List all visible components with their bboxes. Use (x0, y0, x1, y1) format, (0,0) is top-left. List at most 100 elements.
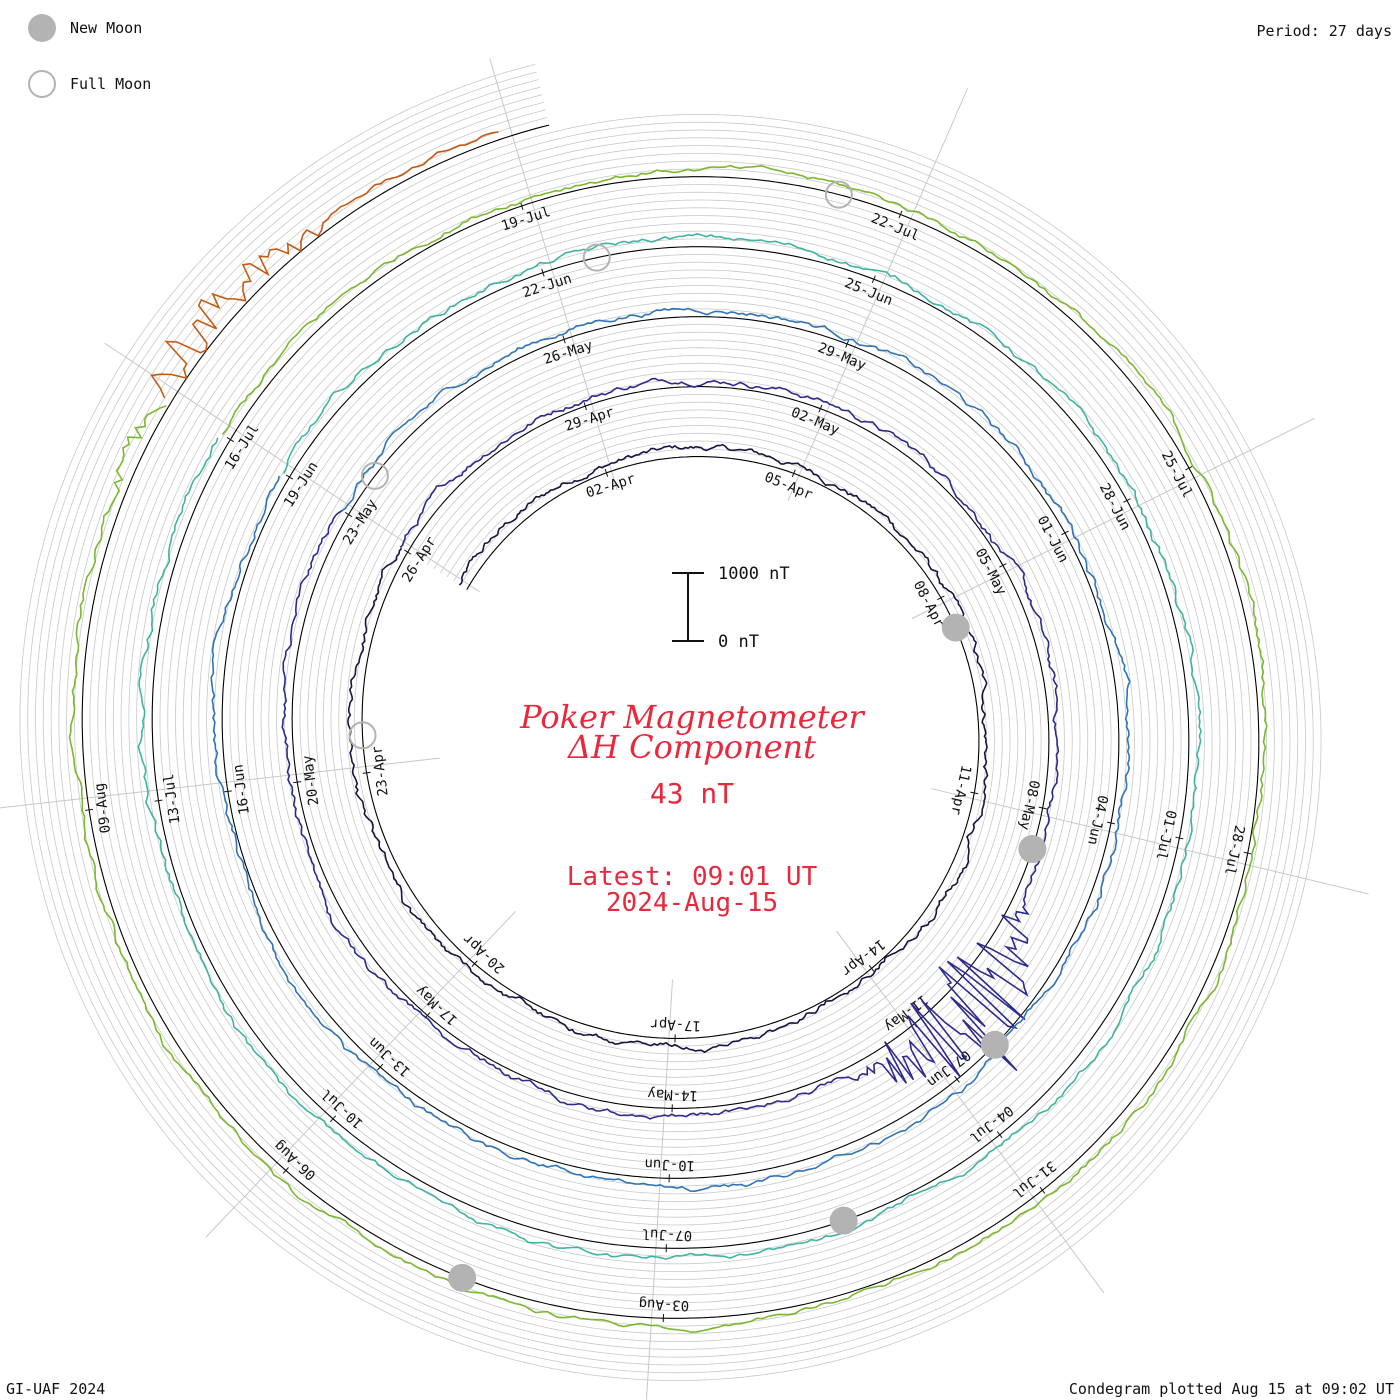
new-moon-marker (1018, 835, 1047, 864)
new-moon-marker (448, 1263, 477, 1292)
date-label: 01-Jun (1034, 513, 1072, 565)
date-label: 20-May (300, 754, 323, 806)
footer-credit: GI-UAF 2024 (6, 1380, 106, 1398)
grid-spiral (58, 101, 1283, 1342)
date-label: 09-Aug (92, 782, 115, 834)
series-line (347, 443, 989, 1054)
new-moon-marker (829, 1206, 858, 1235)
scale-top-label: 1000 nT (718, 564, 790, 584)
date-tick (226, 437, 235, 443)
grid-spoke (911, 417, 1315, 620)
date-tick (282, 1167, 289, 1174)
date-tick (541, 268, 545, 277)
date-label: 03-Aug (638, 1295, 689, 1313)
grid-spiral (27, 71, 1314, 1374)
date-tick (154, 799, 163, 802)
full-moon-marker (360, 461, 389, 490)
date-label: 11-Apr (947, 763, 973, 816)
grid-spiral (19, 64, 1322, 1381)
date-tick (1123, 498, 1131, 503)
date-tick (285, 474, 294, 480)
date-label: 17-Apr (650, 1015, 701, 1033)
date-tick (1038, 806, 1047, 810)
date-tick (329, 1115, 337, 1123)
date-tick (404, 549, 412, 555)
date-label: 06-Aug (271, 1137, 319, 1183)
date-label: 26-May (542, 337, 595, 368)
moon-markers (348, 180, 1047, 1292)
date-tick (868, 964, 875, 972)
date-tick (937, 595, 945, 601)
series-line (150, 131, 499, 399)
date-label: 22-Jul (869, 210, 922, 244)
grid-spoke (489, 58, 618, 491)
date-label: 17-May (413, 982, 461, 1028)
grid-spoke (104, 342, 480, 593)
date-tick (377, 1063, 384, 1071)
full-moon-marker (824, 180, 853, 209)
date-tick (791, 469, 796, 478)
series-line (137, 232, 1202, 1260)
date-label: 28-Jun (1096, 481, 1134, 533)
date-tick (293, 781, 302, 784)
date-label: 02-Apr (584, 471, 637, 502)
chart-subtitle: ΔH Component (566, 728, 816, 766)
date-label: 25-Jun (842, 275, 895, 309)
date-tick (583, 402, 587, 411)
scale-bottom-label: 0 nT (718, 632, 759, 652)
chart-title: Poker Magnetometer (519, 698, 865, 736)
date-label: 07-Jul (641, 1225, 692, 1243)
series-line (281, 377, 1060, 1120)
full-moon-marker (582, 243, 611, 272)
date-tick (898, 210, 903, 219)
date-tick (362, 771, 371, 774)
date-tick (871, 275, 876, 284)
date-label: 23-Apr (369, 745, 392, 797)
date-tick (1061, 530, 1069, 536)
date-tick (818, 404, 823, 413)
date-tick (85, 808, 94, 811)
grid-spiral (35, 79, 1306, 1366)
data-series (68, 131, 1268, 1333)
date-tick (1175, 836, 1184, 840)
new-moon-marker (980, 1030, 1009, 1059)
date-label: 20-Apr (460, 930, 508, 976)
date-label: 13-Jun (366, 1034, 414, 1080)
date-tick (1185, 465, 1193, 471)
date-tick (223, 790, 232, 793)
grid-spokes (0, 58, 1369, 1400)
grid-spoke (787, 88, 969, 502)
date-label: 29-Apr (563, 404, 616, 435)
grid-spoke (205, 910, 517, 1238)
full-moon-label: Full Moon (70, 75, 152, 93)
date-label: 14-May (647, 1085, 698, 1103)
grid-spoke (0, 757, 440, 809)
date-label: 16-Jun (230, 763, 253, 815)
date-tick (999, 563, 1007, 568)
date-tick (1039, 1186, 1046, 1194)
scale-bar: 1000 nT 0 nT (672, 564, 790, 652)
date-tick (562, 335, 566, 344)
date-label: 14-Apr (838, 936, 888, 980)
period-label: Period: 27 days (1256, 22, 1392, 40)
date-label: 19-Jul (499, 204, 552, 235)
latest-time: Latest: 09:01 UT (567, 862, 818, 892)
date-tick (970, 791, 979, 795)
date-tick (996, 1131, 1003, 1139)
grid-spoke (930, 788, 1369, 895)
baseline-spiral (81, 124, 1260, 1319)
grid-spiral (66, 109, 1275, 1335)
grid-spiral (50, 94, 1291, 1350)
current-value: 43 nT (650, 777, 734, 810)
new-moon-label: New Moon (70, 19, 143, 37)
full-moon-marker (348, 721, 377, 750)
full-moon-icon (28, 70, 56, 98)
date-label: 11-May (881, 991, 931, 1035)
date-tick (520, 201, 524, 210)
date-label: 05-Apr (762, 469, 815, 503)
legend-new-moon: New Moon (28, 14, 142, 42)
date-tick (1243, 851, 1252, 855)
date-label: 13-Jul (161, 773, 184, 825)
